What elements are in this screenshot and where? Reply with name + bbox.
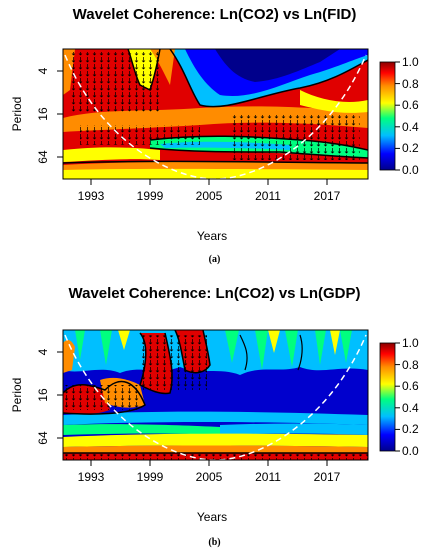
x-tick-label: 1999 bbox=[137, 470, 164, 484]
x-tick-label: 2017 bbox=[314, 470, 341, 484]
colorbar-tick: 0.2 bbox=[402, 422, 419, 436]
y-tick-label: 4 bbox=[36, 67, 50, 74]
y-axis: 4 16 64 Period bbox=[10, 348, 63, 445]
x-tick-label: 2011 bbox=[255, 189, 281, 203]
colorbar-tick: 0.0 bbox=[402, 163, 419, 177]
wavelet-chart-a: 4 16 64 Period 1993 1999 2005 2011 2017 … bbox=[10, 48, 419, 243]
colorbar-tick: 0.4 bbox=[402, 120, 419, 134]
x-axis-label: Years bbox=[197, 229, 227, 243]
caption-b: (b) bbox=[208, 537, 221, 548]
colorbar-tick: 0.4 bbox=[402, 401, 419, 415]
y-tick-label: 4 bbox=[36, 348, 50, 355]
colorbar-tick: 0.2 bbox=[402, 141, 419, 155]
colorbar-tick: 0.0 bbox=[402, 444, 419, 458]
x-tick-label: 1993 bbox=[78, 189, 105, 203]
cone-of-influence bbox=[64, 54, 367, 179]
x-axis-label: Years bbox=[197, 510, 227, 524]
x-tick-label: 2005 bbox=[196, 470, 223, 484]
chart-title: Wavelet Coherence: Ln(CO2) vs Ln(GDP) bbox=[68, 285, 361, 302]
figure-a: Wavelet Coherence: Ln(CO2) vs Ln(FID) bbox=[10, 6, 419, 265]
y-axis-label: Period bbox=[10, 97, 24, 132]
cone-of-influence bbox=[64, 334, 367, 460]
x-tick-label: 2017 bbox=[314, 189, 341, 203]
y-tick-label: 16 bbox=[36, 107, 50, 121]
y-axis-label: Period bbox=[10, 378, 24, 413]
x-tick-label: 2005 bbox=[196, 189, 223, 203]
x-tick-label: 2011 bbox=[255, 470, 281, 484]
colorbar-tick: 0.6 bbox=[402, 98, 419, 112]
x-axis: 1993 1999 2005 2011 2017 Years bbox=[78, 179, 341, 243]
heatmap-field-a bbox=[63, 49, 368, 179]
chart-title: Wavelet Coherence: Ln(CO2) vs Ln(FID) bbox=[72, 6, 357, 23]
y-tick-label: 16 bbox=[36, 388, 50, 402]
x-tick-label: 1993 bbox=[78, 470, 105, 484]
x-tick-label: 1999 bbox=[137, 189, 164, 203]
y-axis: 4 16 64 Period bbox=[10, 67, 63, 164]
y-tick-label: 64 bbox=[36, 150, 50, 164]
caption-a: (a) bbox=[208, 254, 221, 265]
heatmap-field-b bbox=[63, 330, 368, 460]
colorbar-tick: 1.0 bbox=[402, 336, 419, 350]
colorbar-tick: 0.6 bbox=[402, 379, 419, 393]
figure-b: Wavelet Coherence: Ln(CO2) vs Ln(GDP) bbox=[0, 275, 429, 550]
colorbar: 1.0 0.8 0.6 0.4 0.2 0.0 bbox=[379, 55, 419, 177]
colorbar-tick: 1.0 bbox=[402, 55, 419, 69]
colorbar-tick: 0.8 bbox=[402, 358, 419, 372]
colorbar-tick: 0.8 bbox=[402, 77, 419, 91]
colorbar: 1.0 0.8 0.6 0.4 0.2 0.0 bbox=[379, 336, 419, 458]
y-tick-label: 64 bbox=[36, 431, 50, 445]
wavelet-chart-b: 4 16 64 Period 1993 1999 2005 2011 2017 … bbox=[10, 329, 419, 524]
x-axis: 1993 1999 2005 2011 2017 Years bbox=[78, 460, 341, 524]
